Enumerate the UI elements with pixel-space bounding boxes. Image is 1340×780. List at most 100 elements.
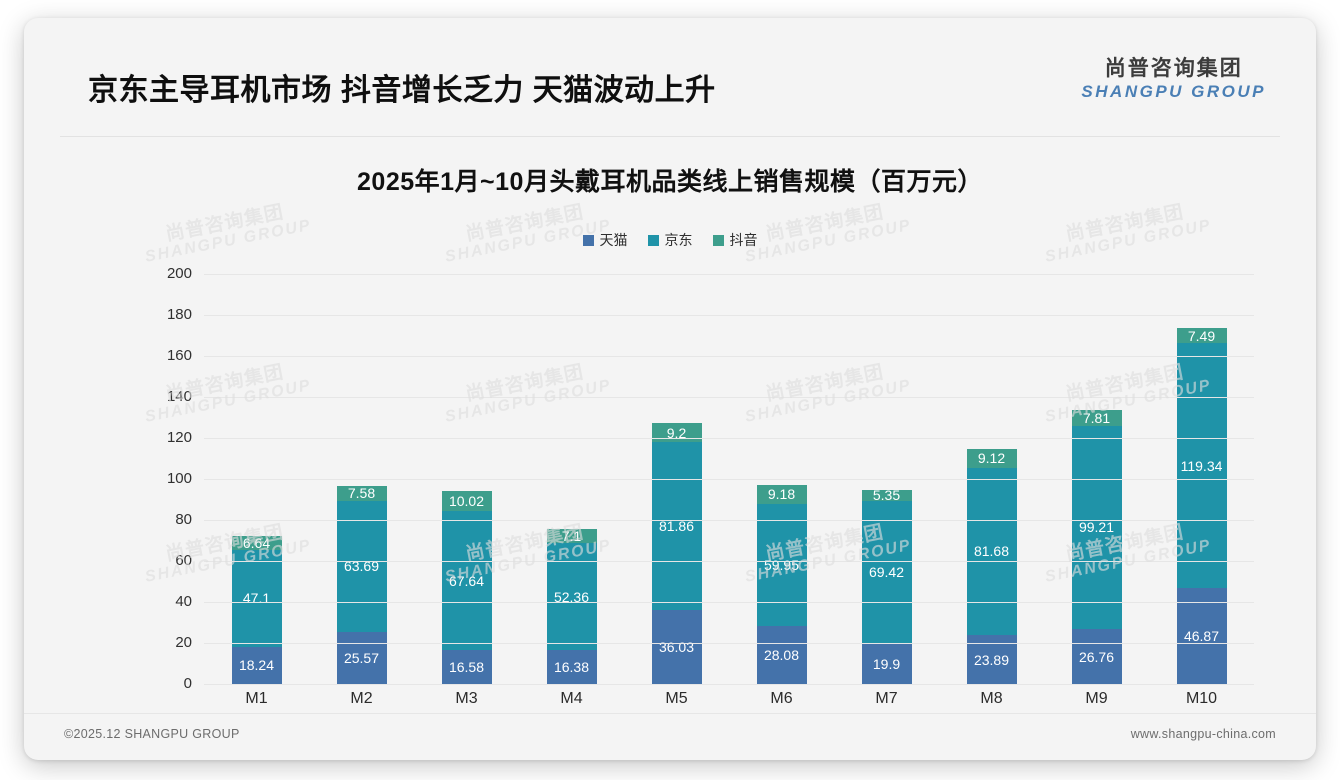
x-axis-tick-label: M10 — [1185, 690, 1218, 707]
bar-segment[interactable]: 52.36 — [546, 543, 597, 651]
legend-swatch-icon — [582, 234, 594, 246]
legend-item-0[interactable]: 天猫 — [582, 230, 628, 250]
bar-segment[interactable]: 9.18 — [756, 484, 807, 504]
bar-stack: 23.89 81.68 9.12 — [966, 448, 1017, 684]
bar-value-label: 46.87 — [1183, 627, 1220, 644]
legend-item-2[interactable]: 抖音 — [712, 230, 758, 250]
y-axis-tick-label: 100 — [166, 470, 192, 487]
slide-header: 京东主导耳机市场 抖音增长乏力 天猫波动上升 尚普咨询集团 SHANGPU GR… — [24, 18, 1316, 121]
x-axis-tick-label: M3 — [455, 690, 478, 707]
brand-logo-cn: 尚普咨询集团 — [1104, 57, 1243, 80]
y-axis-tick-label: 160 — [166, 347, 192, 364]
bar-segment[interactable]: 18.24 — [231, 646, 282, 684]
bar-column[interactable]: 18.24 47.1 6.64 — [204, 274, 309, 684]
bar-value-label: 99.21 — [1078, 519, 1115, 536]
bar-column[interactable]: 36.03 81.86 9.2 — [624, 274, 729, 684]
bar-segment[interactable]: 19.9 — [861, 643, 912, 684]
bar-value-label: 16.38 — [553, 659, 590, 676]
bar-segment[interactable]: 7.81 — [1071, 409, 1122, 426]
bar-value-label: 19.9 — [872, 655, 901, 672]
chart-title: 2025年1月~10月头戴耳机品类线上销售规模（百万元） — [357, 168, 983, 196]
bar-value-label: 16.58 — [448, 659, 485, 675]
bar-value-label: 7.81 — [1082, 409, 1111, 426]
bar-column[interactable]: 28.08 59.95 9.18 — [729, 274, 834, 684]
bar-value-label: 47.1 — [242, 590, 271, 607]
bar-segment[interactable]: 16.38 — [546, 650, 597, 684]
bar-segment[interactable]: 46.87 — [1176, 587, 1227, 684]
bar-segment[interactable]: 7.1 — [546, 527, 597, 544]
legend-label: 抖音 — [729, 232, 758, 248]
page-title: 京东主导耳机市场 抖音增长乏力 天猫波动上升 — [88, 74, 716, 107]
bar-segment[interactable]: 99.21 — [1071, 425, 1122, 630]
chart-x-axis: M1 M2 M3 M4 M5 M6 M7 M8 M9 M10 — [204, 690, 1254, 708]
chart-plot-inner: 18.24 47.1 6.64 25.57 63.69 7.58 16.58 67.64 10.… — [167, 265, 1254, 692]
bar-segment[interactable]: 9.12 — [966, 448, 1017, 468]
y-axis-tick-label: 0 — [183, 675, 192, 692]
x-axis-tick-label: M1 — [245, 690, 268, 707]
gridline — [204, 438, 1254, 439]
legend-label: 天猫 — [599, 232, 628, 248]
bar-value-label: 25.57 — [343, 649, 380, 666]
bar-stack: 16.38 52.36 7.1 — [546, 527, 597, 684]
bar-column[interactable]: 16.38 52.36 7.1 — [519, 274, 624, 684]
bar-value-label: 52.36 — [553, 588, 590, 605]
bar-stack: 28.08 59.95 9.18 — [756, 484, 807, 684]
bar-segment[interactable]: 28.08 — [756, 626, 807, 684]
bar-column[interactable]: 46.87 119.34 7.49 — [1149, 274, 1254, 684]
y-axis-tick-label: 180 — [166, 306, 192, 323]
bar-column[interactable]: 19.9 69.42 5.35 — [834, 274, 939, 684]
bar-segment[interactable]: 7.58 — [336, 485, 387, 502]
bar-segment[interactable]: 26.76 — [1071, 629, 1122, 684]
bar-column[interactable]: 25.57 63.69 7.58 — [309, 274, 414, 684]
bar-segment[interactable]: 67.64 — [441, 511, 492, 651]
bar-segment[interactable]: 36.03 — [651, 610, 702, 684]
bar-segment[interactable]: 69.42 — [861, 500, 912, 644]
bar-segment[interactable]: 81.68 — [966, 467, 1017, 636]
bar-segment[interactable]: 10.02 — [441, 490, 492, 512]
bar-column[interactable]: 16.58 67.64 10.02 — [414, 274, 519, 684]
footer-website: www.shangpu-china.com — [1130, 727, 1276, 741]
brand-logo-en: SHANGPU GROUP — [1081, 82, 1266, 101]
y-axis-tick-label: 80 — [175, 511, 192, 528]
x-axis-tick-label: M7 — [875, 690, 898, 707]
bar-value-label: 7.1 — [561, 527, 582, 544]
bar-segment[interactable]: 25.57 — [336, 631, 387, 684]
bar-value-label: 7.58 — [347, 485, 376, 502]
bar-segment[interactable]: 6.64 — [231, 535, 282, 552]
gridline — [204, 479, 1254, 480]
bar-value-label: 9.2 — [666, 424, 687, 441]
bar-stack: 18.24 47.1 6.64 — [231, 535, 282, 684]
gridline — [204, 520, 1254, 521]
legend-item-1[interactable]: 京东 — [647, 230, 693, 250]
bar-value-label: 81.68 — [973, 543, 1010, 560]
bar-segment[interactable]: 59.95 — [756, 503, 807, 627]
bar-segment[interactable]: 81.86 — [651, 442, 702, 611]
bar-value-label: 10.02 — [448, 493, 485, 510]
gridline — [204, 274, 1254, 275]
x-axis-tick-label: M8 — [980, 690, 1003, 707]
bar-value-label: 23.89 — [973, 651, 1010, 668]
brand-logo: 尚普咨询集团 SHANGPU GROUP — [1081, 58, 1266, 100]
bar-value-label: 6.64 — [242, 535, 271, 552]
bar-segment[interactable]: 119.34 — [1176, 343, 1227, 588]
bar-segment[interactable]: 63.69 — [336, 501, 387, 632]
chart-container: 2025年1月~10月头戴耳机品类线上销售规模（百万元） 天猫 京东 抖音 18.2… — [24, 142, 1316, 714]
bar-segment[interactable]: 5.35 — [861, 488, 912, 502]
bar-segment[interactable]: 7.49 — [1176, 327, 1227, 344]
y-axis-tick-label: 40 — [175, 593, 192, 610]
bar-segment[interactable]: 9.2 — [651, 423, 702, 443]
x-axis-tick-label: M2 — [350, 690, 373, 707]
bar-value-label: 69.42 — [868, 564, 905, 581]
gridline — [204, 356, 1254, 357]
bar-value-label: 67.64 — [448, 572, 485, 589]
bar-segment[interactable]: 47.1 — [231, 550, 282, 647]
bar-segment[interactable]: 16.58 — [441, 650, 492, 684]
legend-swatch-icon — [647, 234, 659, 246]
bar-column[interactable]: 26.76 99.21 7.81 — [1044, 274, 1149, 684]
bar-stack: 46.87 119.34 7.49 — [1176, 327, 1227, 684]
bar-stack: 36.03 81.86 9.2 — [651, 423, 702, 684]
y-axis-tick-label: 120 — [166, 429, 192, 446]
header-divider — [60, 136, 1280, 137]
bar-value-label: 81.86 — [658, 518, 695, 535]
bar-stack: 16.58 67.64 10.02 — [441, 490, 492, 684]
